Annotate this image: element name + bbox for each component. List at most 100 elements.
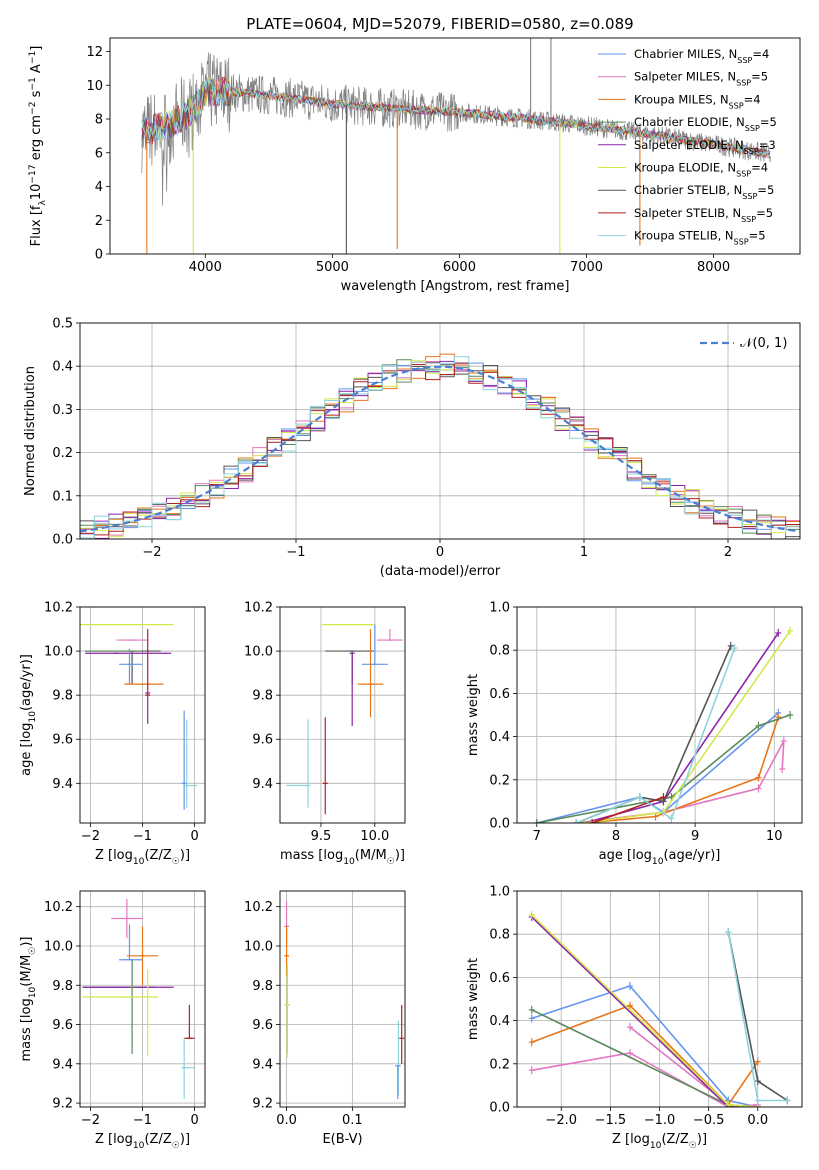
y-tick-label: 9.8 — [252, 689, 273, 704]
y-axis-label: Flux [fλ10−17 erg cm−2 s−1 A−1] — [28, 46, 48, 247]
series-marker — [528, 1014, 535, 1023]
series-marker — [528, 1066, 535, 1075]
y-axis-label: mass [log10(M/M☉)] — [19, 937, 38, 1062]
x-tick-label: 10.0 — [360, 829, 389, 844]
x-tick-label: 9.5 — [311, 829, 332, 844]
residual-histogram-salp_stelib — [80, 362, 800, 536]
y-tick-label: 0.6 — [489, 971, 510, 986]
y-tick-label: 9.4 — [252, 1057, 273, 1072]
series-marker — [731, 644, 738, 653]
series-marker — [533, 819, 540, 823]
series-line-salp_stelib — [591, 796, 664, 823]
x-tick-label: 7000 — [570, 260, 603, 275]
x-tick-label: 0.0 — [747, 1113, 768, 1128]
x-tick-label: −1.0 — [644, 1113, 676, 1128]
x-tick-label: 4000 — [189, 260, 222, 275]
plot-area — [284, 900, 405, 1100]
series-marker — [754, 1057, 761, 1066]
panel-weight_vs_Z: −2.0 −1.5 −1.0 −0.5 0.0 0.0 0.2 0.4 0.6 0.8 1.0 Z [… — [466, 885, 803, 1151]
plot-area — [80, 353, 800, 539]
series-marker — [787, 626, 794, 635]
axes-frame — [109, 37, 801, 255]
y-axis-label: age [log10(age/yr)] — [19, 654, 38, 776]
y-tick-label: 9.2 — [52, 1097, 73, 1112]
y-tick-label: 9.6 — [252, 1018, 273, 1033]
y-tick-label: 1.0 — [489, 601, 510, 616]
axes-frame — [79, 890, 206, 1108]
figure-title: PLATE=0604, MJD=52079, FIBERID=0580, z=0… — [246, 15, 633, 33]
panel-weight_vs_age: 7 8 9 10 0.0 0.2 0.4 0.6 0.8 1.0 age [log10(age/yr… — [466, 601, 803, 867]
y-tick-label: 0.6 — [489, 687, 510, 702]
series-line-krou_miles — [531, 1004, 759, 1107]
x-tick-label: 0 — [436, 545, 444, 560]
legend-label: Salpeter ELODIE, NSSP=3 — [634, 138, 776, 156]
axes-frame — [279, 890, 406, 1108]
panel-age_vs_Z: −2 −1 0 9.4 9.6 9.8 10.0 10.2 Z [log10(Z/Z☉)] age… — [19, 601, 206, 867]
y-tick-label: 12 — [86, 45, 103, 60]
x-axis-label: Z [log10(Z/Z☉)] — [612, 1132, 707, 1151]
y-tick-label: 8 — [95, 113, 103, 128]
x-tick-label: 2 — [724, 545, 732, 560]
x-axis-label: wavelength [Angstrom, rest frame] — [341, 279, 570, 294]
y-tick-label: 9.8 — [52, 979, 73, 994]
series-marker — [725, 1100, 732, 1107]
y-tick-label: 10.2 — [244, 601, 273, 616]
series-marker — [754, 1096, 761, 1105]
y-tick-label: 9.2 — [252, 1097, 273, 1112]
series-marker — [779, 765, 786, 773]
legend-label: Chabrier MILES, NSSP=4 — [634, 47, 769, 65]
axes-frame — [516, 890, 803, 1108]
y-tick-label: 0 — [95, 248, 103, 263]
x-tick-label: 0.1 — [342, 1113, 363, 1128]
y-tick-label: 0.2 — [52, 446, 73, 461]
spectrum-model-salp_stelib — [141, 76, 771, 157]
y-tick-label: 9.4 — [52, 1057, 73, 1072]
series-line-krou_stelib — [576, 647, 736, 823]
y-tick-label: 10 — [86, 79, 103, 94]
y-tick-label: 0.0 — [489, 817, 510, 832]
legend-label: Salpeter STELIB, NSSP=5 — [634, 206, 773, 224]
series-marker — [787, 711, 794, 719]
x-tick-label: 8000 — [697, 260, 730, 275]
axes-frame — [279, 606, 406, 824]
legend: 𝒩(0, 1) — [700, 336, 787, 351]
series-marker — [755, 773, 762, 782]
series-marker — [668, 814, 675, 823]
y-tick-label: 4 — [95, 180, 103, 195]
panel-mass_vs_Z: −2 −1 0 9.2 9.4 9.6 9.8 10.0 10.2 Z [log10(Z/Z☉)]… — [19, 890, 206, 1151]
series-line-salp_miles — [531, 1052, 758, 1107]
y-tick-label: 0.4 — [489, 730, 510, 745]
plot-area — [533, 626, 794, 823]
y-tick-label: 9.8 — [52, 689, 73, 704]
series-marker — [755, 784, 762, 793]
axes-frame — [79, 322, 801, 540]
y-axis-label: mass weight — [466, 958, 481, 1040]
y-axis-label: mass weight — [466, 674, 481, 756]
y-tick-label: 0.5 — [52, 317, 73, 332]
x-tick-label: 0 — [190, 1113, 198, 1128]
legend-label: Kroupa ELODIE, NSSP=4 — [634, 161, 768, 179]
series-marker — [528, 910, 535, 919]
x-tick-label: −1 — [133, 829, 152, 844]
x-axis-label: (data-model)/error — [380, 564, 501, 579]
x-tick-label: 1 — [580, 545, 588, 560]
residual-histogram-krou_miles — [80, 353, 800, 530]
x-tick-label: −1.5 — [595, 1113, 627, 1128]
y-tick-label: 0.2 — [489, 773, 510, 788]
panel-age_vs_mass: 9.5 10.0 9.4 9.6 9.8 10.0 10.2 mass [log10(M/M☉… — [244, 601, 406, 867]
series-line-krou_miles — [584, 716, 780, 823]
y-tick-label: 0.2 — [489, 1057, 510, 1072]
x-tick-label: −2.0 — [545, 1113, 577, 1128]
y-tick-label: 0.3 — [52, 403, 73, 418]
y-tick-label: 9.6 — [52, 733, 73, 748]
y-tick-label: 0.4 — [489, 1014, 510, 1029]
legend-label: Salpeter MILES, NSSP=5 — [634, 70, 768, 88]
x-axis-label: age [log10(age/yr)] — [599, 848, 721, 867]
y-tick-label: 9.4 — [252, 777, 273, 792]
series-marker — [725, 928, 732, 937]
x-tick-label: 0 — [190, 829, 198, 844]
series-marker — [727, 641, 734, 650]
series-marker — [528, 1005, 535, 1014]
y-tick-label: 0.8 — [489, 644, 510, 659]
x-tick-label: 7 — [533, 829, 541, 844]
